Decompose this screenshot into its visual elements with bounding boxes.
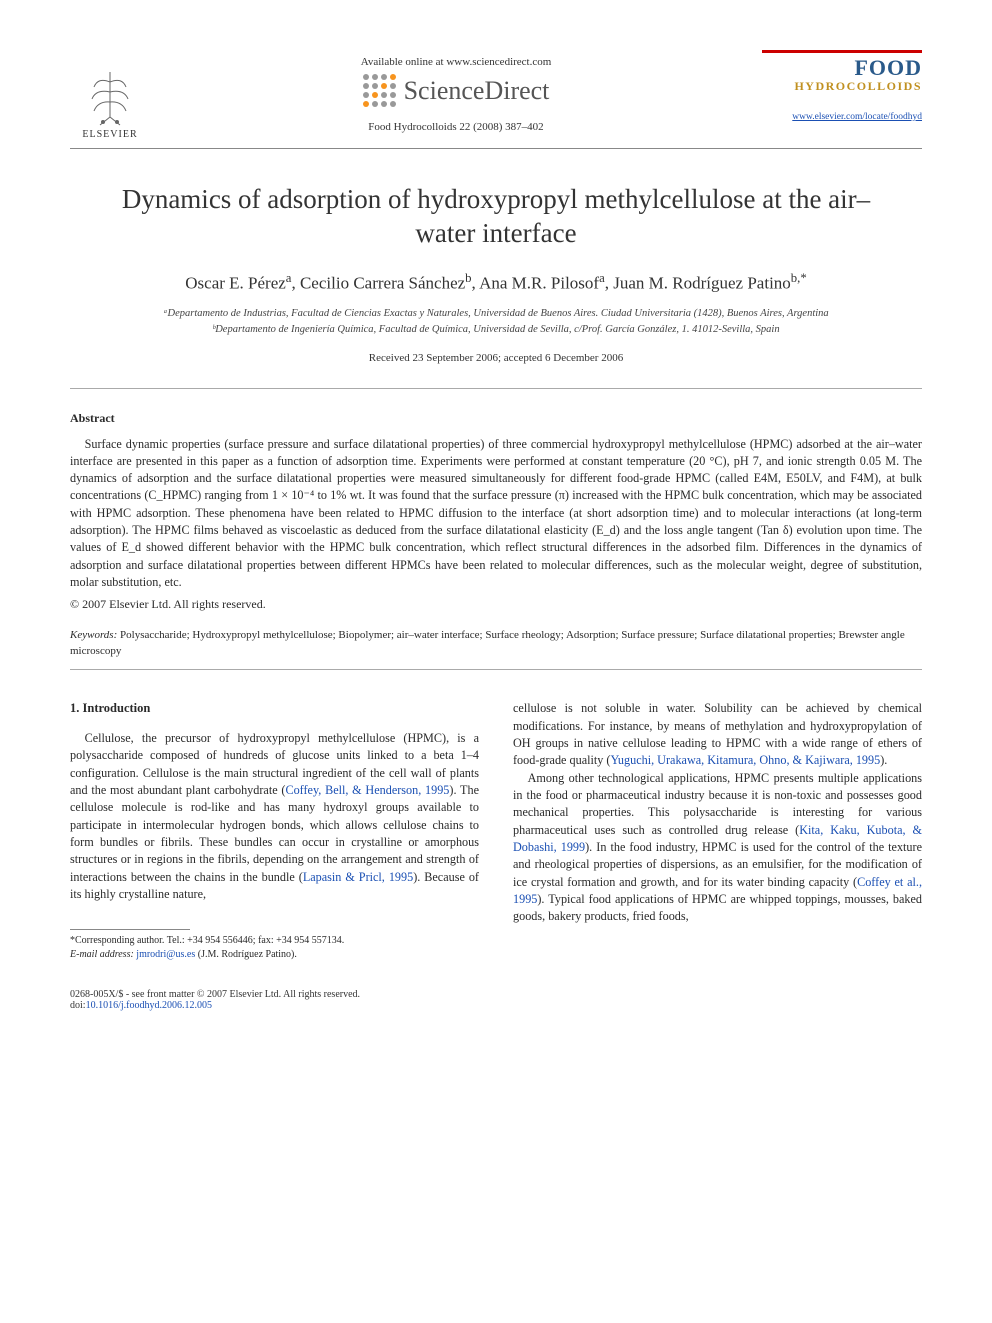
intro-text: ).: [880, 753, 887, 767]
sciencedirect-logo: ScienceDirect: [150, 74, 762, 107]
email-label: E-mail address:: [70, 949, 134, 960]
header-rule: [70, 148, 922, 149]
received-accepted-dates: Received 23 September 2006; accepted 6 D…: [70, 352, 922, 364]
section-heading-intro: 1. Introduction: [70, 700, 479, 718]
body-columns: 1. Introduction Cellulose, the precursor…: [70, 700, 922, 961]
authors-line: Oscar E. Péreza, Cecilio Carrera Sánchez…: [70, 271, 922, 294]
journal-logo-box: FOOD HYDROCOLLOIDS www.elsevier.com/loca…: [762, 50, 922, 122]
abstract-bottom-rule: [70, 669, 922, 670]
corresponding-author-footnote: *Corresponding author. Tel.: +34 954 556…: [70, 934, 479, 961]
email-link[interactable]: jmrodri@us.es: [134, 949, 198, 960]
column-left: 1. Introduction Cellulose, the precursor…: [70, 700, 479, 961]
footer-left: 0268-005X/$ - see front matter © 2007 El…: [70, 989, 360, 1011]
intro-paragraph-1: Cellulose, the precursor of hydroxypropy…: [70, 730, 479, 903]
sciencedirect-text: ScienceDirect: [404, 76, 550, 106]
intro-text: ). Typical food applications of HPMC are…: [513, 892, 922, 923]
front-matter-line: 0268-005X/$ - see front matter © 2007 El…: [70, 989, 360, 1000]
citation-link[interactable]: Lapasin & Pricl, 1995: [303, 870, 413, 884]
page-container: ELSEVIER Available online at www.science…: [0, 0, 992, 1051]
keywords-text: Polysaccharide; Hydroxypropyl methylcell…: [70, 629, 905, 656]
column-right: cellulose is not soluble in water. Solub…: [513, 700, 922, 961]
journal-reference: Food Hydrocolloids 22 (2008) 387–402: [150, 121, 762, 133]
sd-dot-grid-icon: [363, 74, 396, 107]
intro-paragraph-1-cont: cellulose is not soluble in water. Solub…: [513, 700, 922, 769]
elsevier-label: ELSEVIER: [82, 129, 137, 140]
article-title: Dynamics of adsorption of hydroxypropyl …: [110, 183, 882, 251]
header-row: ELSEVIER Available online at www.science…: [70, 50, 922, 140]
abstract-heading: Abstract: [70, 411, 922, 426]
keywords-label: Keywords:: [70, 629, 117, 641]
doi-line: doi:10.1016/j.foodhyd.2006.12.005: [70, 1000, 360, 1011]
footer-row: 0268-005X/$ - see front matter © 2007 El…: [70, 989, 922, 1011]
abstract-body: Surface dynamic properties (surface pres…: [70, 436, 922, 592]
affiliation-b: ᵇDepartamento de Ingeniería Química, Fac…: [90, 323, 902, 337]
corr-email-line: E-mail address: jmrodri@us.es (J.M. Rodr…: [70, 948, 479, 962]
email-tail: (J.M. Rodríguez Patino).: [198, 949, 297, 960]
abstract-copyright: © 2007 Elsevier Ltd. All rights reserved…: [70, 597, 922, 612]
elsevier-logo: ELSEVIER: [70, 50, 150, 140]
footnote-rule: [70, 929, 190, 930]
journal-title-box: FOOD HYDROCOLLOIDS: [762, 50, 922, 94]
keywords-line: Keywords: Polysaccharide; Hydroxypropyl …: [70, 628, 922, 659]
affiliation-a: ᵃDepartamento de Industrias, Facultad de…: [90, 307, 902, 321]
doi-label: doi:: [70, 1000, 86, 1011]
available-online-text: Available online at www.sciencedirect.co…: [150, 56, 762, 68]
header-center: Available online at www.sciencedirect.co…: [150, 50, 762, 133]
journal-homepage-link[interactable]: www.elsevier.com/locate/foodhyd: [762, 112, 922, 122]
abstract-top-rule: [70, 388, 922, 389]
citation-link[interactable]: Yuguchi, Urakawa, Kitamura, Ohno, & Kaji…: [610, 753, 880, 767]
intro-text: ). The cellulose molecule is rod-like an…: [70, 783, 479, 884]
journal-name-food: FOOD: [762, 57, 922, 79]
corr-author-line: *Corresponding author. Tel.: +34 954 556…: [70, 934, 479, 948]
doi-link[interactable]: 10.1016/j.foodhyd.2006.12.005: [86, 1000, 212, 1011]
citation-link[interactable]: Coffey, Bell, & Henderson, 1995: [285, 783, 449, 797]
intro-paragraph-2: Among other technological applications, …: [513, 770, 922, 926]
journal-name-hydrocolloids: HYDROCOLLOIDS: [762, 79, 922, 94]
elsevier-tree-icon: [80, 67, 140, 127]
